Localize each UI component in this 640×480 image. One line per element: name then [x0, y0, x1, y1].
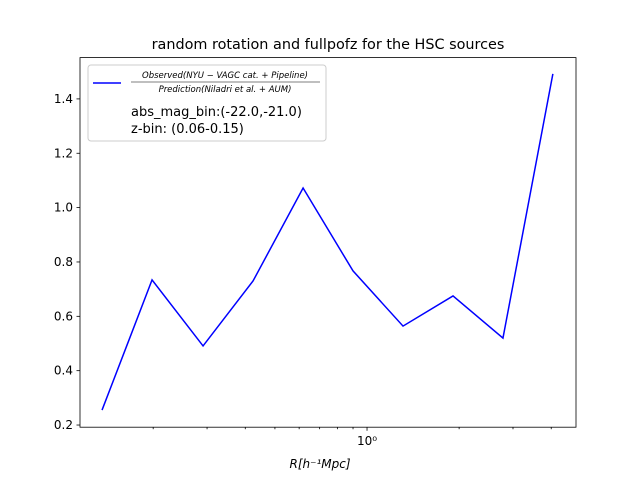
y-tick-label: 0.8 [54, 255, 73, 269]
legend-box [87, 64, 327, 142]
x-axis-label: R[h⁻¹Mpc] [289, 457, 350, 471]
legend-numerator: Observed(NYU − VAGC cat. + Pipeline) [142, 71, 308, 81]
x-tick-label: 10⁰ [357, 434, 377, 448]
y-tick-label: 1.2 [54, 146, 73, 160]
legend-note: z-bin: (0.06-0.15) [131, 122, 244, 137]
axes-frame [79, 57, 577, 428]
chart-title: random rotation and fullpofz for the HSC… [152, 37, 505, 53]
y-tick-label: 1.0 [54, 201, 73, 215]
legend-denominator: Prediction(Niladri et al. + AUM) [159, 85, 292, 95]
y-tick-label: 0.4 [54, 364, 73, 378]
y-tick-label: 0.2 [54, 418, 73, 432]
legend-note: abs_mag_bin:(-22.0,-21.0) [131, 105, 302, 120]
data-line [101, 73, 554, 411]
y-tick-label: 0.6 [54, 309, 73, 323]
y-tick-label: 1.4 [54, 92, 73, 106]
